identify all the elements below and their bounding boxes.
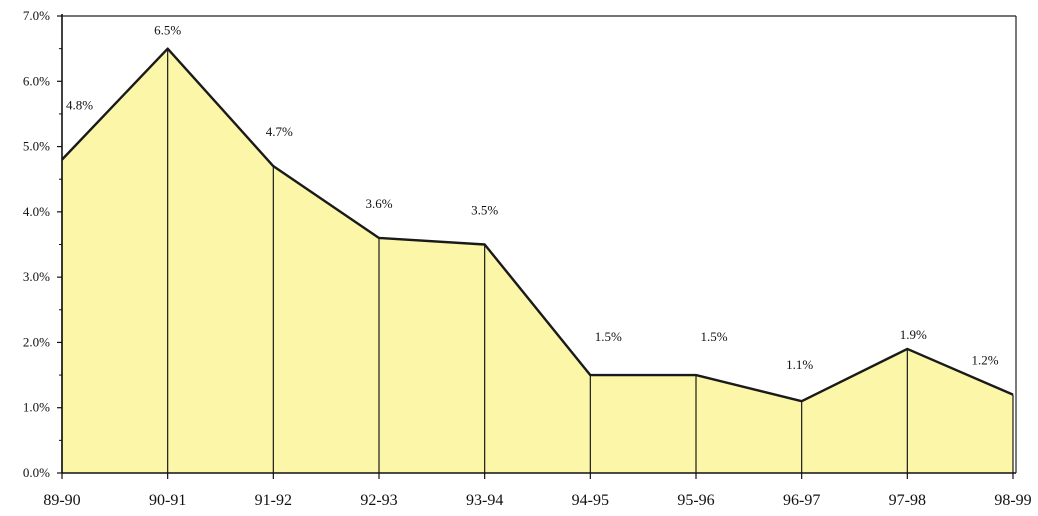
data-label: 6.5%	[154, 23, 181, 38]
x-tick-label: 92-93	[360, 492, 397, 509]
area-fill	[62, 48, 1013, 474]
x-tick-label: 89-90	[43, 492, 80, 509]
y-tick-label: 7.0%	[23, 8, 50, 23]
data-label: 1.5%	[595, 329, 622, 344]
x-tick-label: 93-94	[466, 492, 503, 509]
y-tick-label: 3.0%	[23, 269, 50, 284]
y-tick-label: 6.0%	[23, 73, 50, 88]
x-tick-label: 98-99	[994, 492, 1031, 509]
x-tick-label: 90-91	[149, 492, 186, 509]
x-tick-label: 91-92	[255, 492, 292, 509]
data-label: 1.5%	[700, 329, 727, 344]
series-line	[61, 47, 1014, 403]
x-tick-label: 94-95	[572, 492, 609, 509]
y-tick-label: 5.0%	[23, 139, 50, 154]
data-label: 3.6%	[365, 196, 392, 211]
data-label: 1.9%	[900, 327, 927, 342]
x-tick-label: 97-98	[889, 492, 926, 509]
x-tick-label: 96-97	[783, 492, 820, 509]
data-label: 1.1%	[786, 357, 813, 372]
data-label: 1.2%	[971, 353, 998, 368]
y-tick-label: 0.0%	[23, 465, 50, 480]
data-label: 3.5%	[471, 203, 498, 218]
y-tick-label: 1.0%	[23, 400, 50, 415]
data-label: 4.8%	[66, 98, 93, 113]
y-tick-label: 2.0%	[23, 334, 50, 349]
x-tick-label: 95-96	[677, 492, 714, 509]
data-label: 4.7%	[266, 124, 293, 139]
y-tick-label: 4.0%	[23, 204, 50, 219]
